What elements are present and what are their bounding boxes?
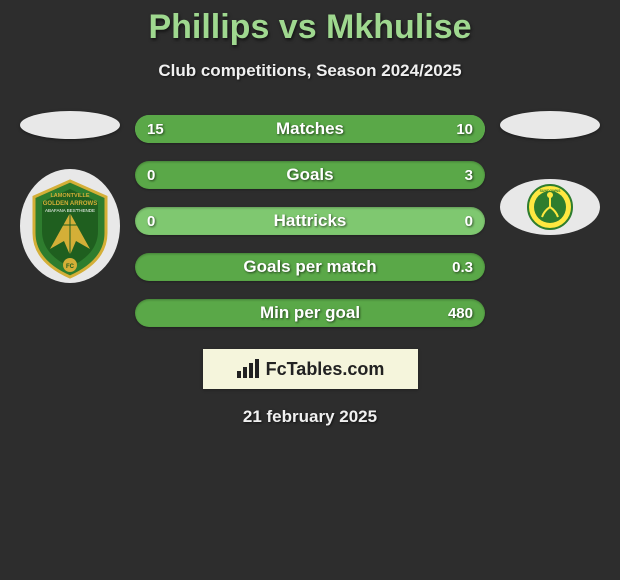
svg-text:ABAFANA BES'THENDE: ABAFANA BES'THENDE bbox=[45, 208, 95, 213]
stat-bar: 0Goals3 bbox=[135, 161, 485, 189]
date-text: 21 february 2025 bbox=[243, 407, 377, 427]
stat-value-left: 0 bbox=[147, 167, 155, 184]
page-title: Phillips vs Mkhulise bbox=[148, 8, 471, 47]
fctables-logo[interactable]: FcTables.com bbox=[203, 349, 418, 389]
stat-value-right: 0 bbox=[465, 213, 473, 230]
subtitle: Club competitions, Season 2024/2025 bbox=[158, 61, 461, 81]
bar-chart-icon bbox=[236, 359, 260, 379]
right-player-col: SUNDOWNS bbox=[490, 111, 610, 235]
svg-text:LAMONTVILLE: LAMONTVILLE bbox=[50, 193, 89, 199]
stat-value-left: 15 bbox=[147, 121, 164, 138]
stat-value-right: 0.3 bbox=[452, 259, 473, 276]
comparison-widget: Phillips vs Mkhulise Club competitions, … bbox=[0, 0, 620, 427]
fctables-logo-text: FcTables.com bbox=[266, 359, 385, 380]
stat-bar: Min per goal480 bbox=[135, 299, 485, 327]
stat-bar: 15Matches10 bbox=[135, 115, 485, 143]
right-player-avatar bbox=[500, 111, 600, 139]
stat-value-right: 10 bbox=[456, 121, 473, 138]
left-club-badge: LAMONTVILLE GOLDEN ARROWS ABAFANA BES'TH… bbox=[20, 169, 120, 284]
golden-arrows-badge-icon: LAMONTVILLE GOLDEN ARROWS ABAFANA BES'TH… bbox=[20, 169, 120, 284]
stat-bar: 0Hattricks0 bbox=[135, 207, 485, 235]
svg-text:FC: FC bbox=[66, 264, 75, 270]
svg-text:SUNDOWNS: SUNDOWNS bbox=[540, 189, 561, 193]
left-player-avatar bbox=[20, 111, 120, 139]
svg-text:GOLDEN ARROWS: GOLDEN ARROWS bbox=[43, 201, 97, 207]
main-row: LAMONTVILLE GOLDEN ARROWS ABAFANA BES'TH… bbox=[0, 111, 620, 327]
sundowns-badge-icon: SUNDOWNS bbox=[526, 183, 574, 231]
stat-value-left: 0 bbox=[147, 213, 155, 230]
stat-fill-left bbox=[135, 115, 345, 143]
right-club-badge: SUNDOWNS bbox=[500, 179, 600, 235]
stat-label: Goals bbox=[135, 165, 485, 185]
stats-column: 15Matches100Goals30Hattricks0Goals per m… bbox=[130, 115, 490, 327]
stat-value-right: 480 bbox=[448, 305, 473, 322]
stat-value-right: 3 bbox=[465, 167, 473, 184]
stat-bar: Goals per match0.3 bbox=[135, 253, 485, 281]
left-player-col: LAMONTVILLE GOLDEN ARROWS ABAFANA BES'TH… bbox=[10, 111, 130, 284]
stat-label: Min per goal bbox=[135, 303, 485, 323]
stat-label: Goals per match bbox=[135, 257, 485, 277]
stat-label: Hattricks bbox=[135, 211, 485, 231]
